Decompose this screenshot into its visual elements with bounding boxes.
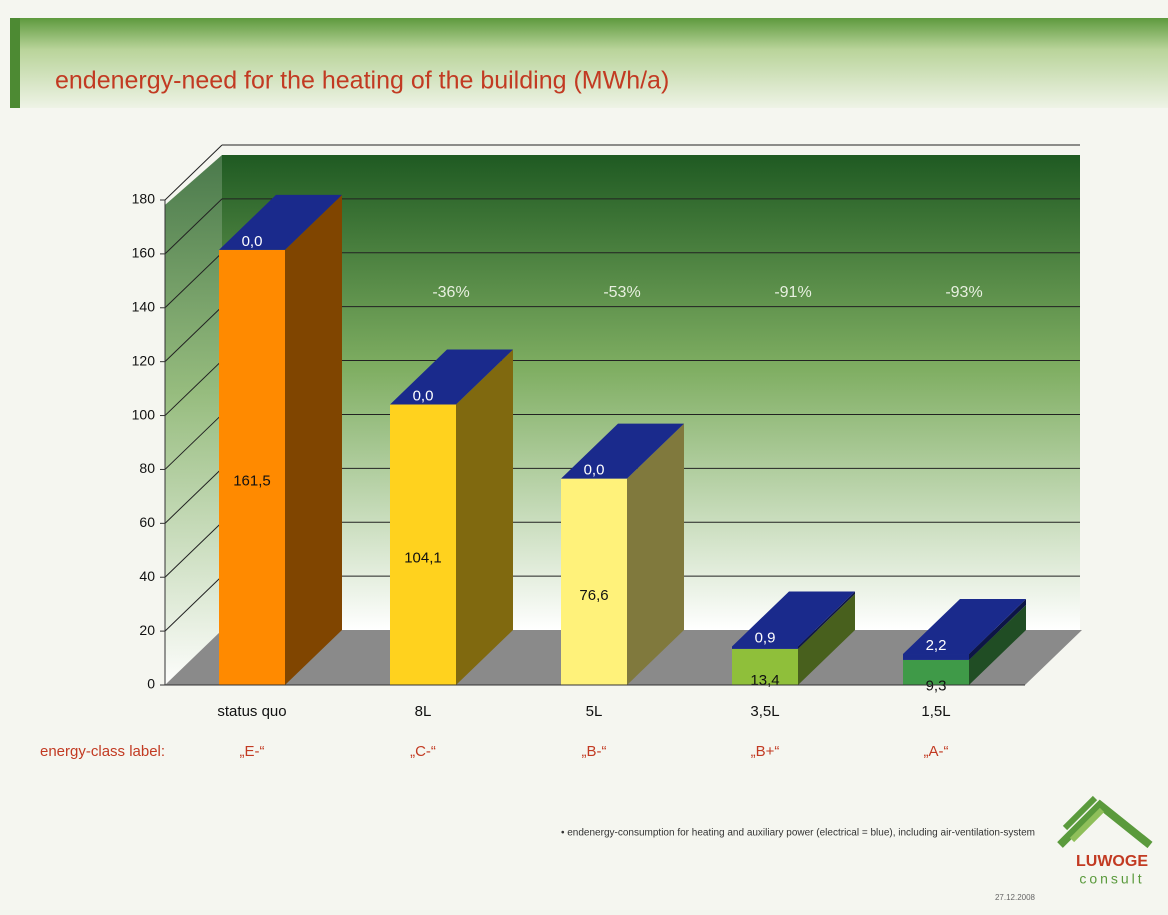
value-label: 0,9	[755, 629, 776, 646]
grid-line	[164, 414, 223, 470]
value-label: 9,3	[926, 677, 947, 694]
header-accent	[10, 18, 20, 108]
annotation: -36%	[432, 284, 469, 301]
class-label: „B-“	[582, 743, 607, 760]
annotation: -91%	[774, 284, 811, 301]
bar	[903, 659, 969, 685]
annotation: -53%	[603, 284, 640, 301]
header-band	[10, 18, 1168, 108]
bar-side	[798, 593, 855, 685]
plot: 0 20 40 60 80 100 120 140 160 180 status quo „E-“ 16…	[132, 144, 1080, 760]
logo-roof	[1057, 799, 1153, 849]
logo-stripe	[1069, 807, 1105, 843]
y-tick-label: 100	[132, 406, 156, 422]
grid-line	[164, 467, 223, 524]
logo-name: LUWOGE	[1076, 853, 1148, 870]
value-label: 76,6	[579, 587, 608, 604]
grid-line	[164, 575, 223, 632]
y-tick-label: 140	[132, 298, 156, 314]
bar-top	[903, 599, 1026, 655]
class-label: „E-“	[240, 743, 265, 760]
grid-line	[164, 252, 223, 309]
bar-side	[969, 604, 1026, 685]
x-tick-label: 8L	[415, 703, 432, 720]
bar-side	[456, 349, 513, 685]
logo: LUWOGE consult	[1057, 795, 1153, 887]
value-label: 0,0	[584, 462, 605, 479]
bar-top	[561, 423, 684, 479]
class-label: „C-“	[410, 743, 436, 760]
bar	[732, 648, 798, 685]
value-label: 13,4	[750, 672, 779, 689]
grid-line	[164, 144, 223, 201]
bar-side	[798, 591, 855, 649]
y-tick-label: 60	[139, 514, 155, 530]
bar	[219, 249, 285, 685]
y-tick-label: 120	[132, 352, 156, 368]
class-label: „B+“	[751, 743, 780, 760]
value-label: 104,1	[404, 550, 442, 567]
footnote: • endenergy-consumption for heating and …	[561, 828, 1035, 839]
y-tick-label: 20	[139, 622, 155, 638]
y-tick-label: 40	[139, 568, 155, 584]
bar-side	[285, 194, 342, 685]
x-tick-label: 3,5L	[750, 703, 779, 720]
grid-line	[164, 306, 223, 363]
bar-top	[219, 194, 342, 250]
annotation: -93%	[945, 284, 982, 301]
value-label: 0,0	[242, 233, 263, 250]
chart-title: endenergy-need for the heating of the bu…	[55, 67, 669, 95]
bar-side	[627, 423, 684, 685]
value-label: 2,2	[926, 637, 947, 654]
bar-side	[969, 599, 1026, 660]
x-tick-label: 5L	[586, 703, 603, 720]
bar-top	[732, 591, 855, 647]
class-caption: energy-class label:	[40, 743, 165, 760]
date: 27.12.2008	[995, 893, 1036, 902]
logo-stripe	[1062, 795, 1098, 831]
y-tick-label: 0	[147, 676, 155, 692]
bar	[732, 646, 798, 649]
y-tick-label: 160	[132, 245, 156, 261]
class-label: „A-“	[924, 743, 949, 760]
value-label: 161,5	[233, 472, 271, 489]
bar	[561, 478, 627, 685]
bar-top	[390, 349, 513, 405]
logo-sub: consult	[1079, 871, 1144, 887]
side-wall	[165, 155, 222, 685]
grid-line	[164, 198, 223, 255]
grid-line	[164, 360, 223, 416]
bar	[390, 404, 456, 685]
grid-line	[164, 521, 223, 578]
value-label: 0,0	[413, 387, 434, 404]
y-tick-label: 80	[139, 460, 155, 476]
bar	[903, 654, 969, 660]
y-tick-label: 180	[132, 191, 156, 207]
x-tick-label: status quo	[217, 703, 286, 720]
x-tick-label: 1,5L	[921, 703, 950, 720]
